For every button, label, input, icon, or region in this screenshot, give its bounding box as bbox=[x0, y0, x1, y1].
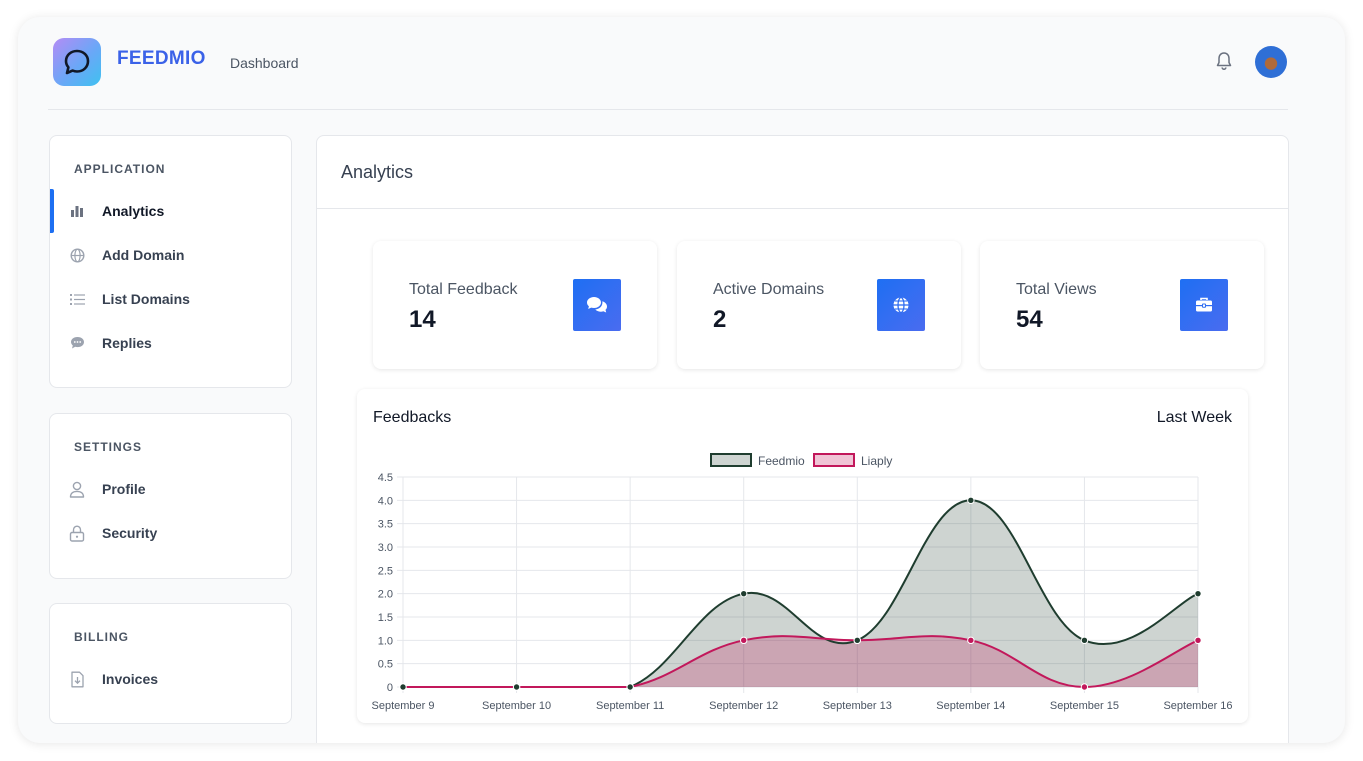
stat-card-active-domains: Active Domains 2 bbox=[677, 241, 961, 369]
series-line-liaply bbox=[402, 635, 1199, 689]
divider bbox=[317, 208, 1288, 209]
chat-bubble-icon bbox=[69, 335, 85, 351]
data-point-feedmio bbox=[853, 636, 861, 645]
sidebar-item-label: Replies bbox=[102, 335, 152, 351]
legend-label: Feedmio bbox=[758, 454, 805, 468]
data-point-feedmio bbox=[740, 589, 748, 598]
stat-value: 14 bbox=[409, 306, 436, 333]
legend-label: Liaply bbox=[861, 454, 892, 468]
user-avatar[interactable] bbox=[1255, 46, 1287, 78]
data-point-feedmio bbox=[1194, 589, 1202, 598]
x-tick-label: September 13 bbox=[823, 700, 892, 712]
sidebar-item-analytics[interactable]: Analytics bbox=[50, 189, 291, 233]
stat-value: 54 bbox=[1016, 306, 1043, 333]
x-tick-label: September 15 bbox=[1050, 700, 1119, 712]
stat-card-total-views: Total Views 54 bbox=[980, 241, 1264, 369]
toolbox-icon bbox=[1180, 279, 1228, 331]
chart-range-selector[interactable]: Last Week bbox=[1156, 409, 1232, 426]
sidebar-settings-panel: SETTINGS Profile Security bbox=[49, 413, 292, 579]
x-tick-label: September 16 bbox=[1163, 700, 1232, 712]
sidebar-item-list-domains[interactable]: List Domains bbox=[50, 281, 291, 317]
y-tick-label: 1.0 bbox=[378, 635, 393, 647]
top-header: FEEDMIO Dashboard bbox=[48, 17, 1288, 110]
y-tick-label: 1.5 bbox=[378, 612, 393, 624]
section-title-application: APPLICATION bbox=[74, 162, 166, 176]
section-title-billing: BILLING bbox=[74, 630, 129, 644]
stat-card-total-feedback: Total Feedback 14 bbox=[373, 241, 657, 369]
stat-label: Total Views bbox=[1016, 281, 1097, 298]
y-tick-label: 3.0 bbox=[378, 542, 393, 554]
chat-bubbles-icon bbox=[573, 279, 621, 331]
sidebar-item-label: Add Domain bbox=[102, 247, 185, 263]
sidebar-item-security[interactable]: Security bbox=[50, 515, 291, 551]
sidebar-item-label: Profile bbox=[102, 481, 146, 497]
data-point-feedmio bbox=[967, 496, 975, 505]
data-point-feedmio bbox=[399, 683, 407, 691]
feedbacks-chart: 0 0.5 1.0 1.5 2.0 2.5 3.0 3.5 4.0 4.5 September 9 S… bbox=[372, 453, 1233, 712]
x-tick-label: September 9 bbox=[372, 700, 435, 712]
y-tick-label: 2.5 bbox=[378, 565, 393, 577]
y-tick-label: 4.5 bbox=[378, 472, 393, 484]
sidebar-item-invoices[interactable]: Invoices bbox=[50, 661, 291, 697]
sidebar-item-label: Invoices bbox=[102, 671, 159, 687]
legend-swatch-feedmio bbox=[710, 453, 752, 467]
y-tick-label: 0.5 bbox=[378, 659, 393, 671]
sidebar-item-label: Analytics bbox=[102, 203, 165, 219]
sidebar-billing-panel: BILLING Invoices bbox=[49, 603, 292, 724]
data-point-feedmio bbox=[512, 683, 521, 691]
data-point-liaply bbox=[967, 636, 975, 645]
globe-icon bbox=[69, 247, 85, 263]
page-title: Analytics bbox=[341, 162, 414, 182]
bell-icon[interactable] bbox=[1213, 50, 1235, 72]
x-tick-label: September 12 bbox=[709, 700, 778, 712]
globe-icon bbox=[877, 279, 925, 331]
series-area-feedmio bbox=[403, 500, 1198, 687]
brand-name[interactable]: FEEDMIO bbox=[117, 48, 206, 69]
nav-dashboard-link[interactable]: Dashboard bbox=[230, 55, 299, 71]
invoice-icon bbox=[69, 671, 85, 687]
stat-label: Total Feedback bbox=[409, 281, 518, 298]
feedbacks-chart-card: Feedbacks Last Week 0 0.5 1.0 1.5 2.0 2.5 3.0 3… bbox=[357, 389, 1248, 723]
x-tick-label: September 10 bbox=[482, 700, 551, 712]
list-icon bbox=[69, 291, 85, 307]
chart-title: Feedbacks bbox=[373, 409, 452, 426]
active-indicator bbox=[50, 189, 54, 233]
analytics-panel: Analytics Total Feedback 14 Active Domai… bbox=[316, 135, 1289, 743]
bar-chart-icon bbox=[69, 203, 85, 219]
sidebar-application-panel: APPLICATION Analytics Add Domain List Do… bbox=[49, 135, 292, 388]
x-tick-label: September 14 bbox=[936, 700, 1005, 712]
data-point-feedmio bbox=[626, 683, 634, 691]
series-area-liaply bbox=[403, 636, 1198, 687]
sidebar-item-add-domain[interactable]: Add Domain bbox=[50, 237, 291, 273]
legend-swatch-liaply bbox=[813, 453, 855, 467]
y-tick-label: 2.0 bbox=[378, 589, 393, 601]
user-icon bbox=[69, 481, 85, 498]
lock-icon bbox=[69, 524, 85, 542]
stat-value: 2 bbox=[713, 306, 727, 333]
data-point-feedmio bbox=[1080, 636, 1089, 645]
y-tick-label: 0 bbox=[387, 682, 393, 694]
data-point-liaply bbox=[1194, 636, 1202, 645]
y-tick-label: 3.5 bbox=[378, 519, 393, 531]
section-title-settings: SETTINGS bbox=[74, 440, 143, 454]
data-point-liaply bbox=[740, 636, 748, 645]
data-point-liaply bbox=[1080, 683, 1089, 691]
sidebar-item-profile[interactable]: Profile bbox=[50, 471, 291, 507]
y-tick-label: 4.0 bbox=[378, 495, 393, 507]
x-tick-label: September 11 bbox=[596, 700, 664, 712]
stat-label: Active Domains bbox=[713, 281, 825, 298]
sidebar-item-replies[interactable]: Replies bbox=[50, 325, 291, 361]
sidebar-item-label: Security bbox=[102, 525, 158, 541]
feedmio-logo-icon[interactable] bbox=[53, 38, 101, 86]
app-window: FEEDMIO Dashboard APPLICATION Analytics … bbox=[18, 17, 1345, 743]
sidebar-item-label: List Domains bbox=[102, 291, 190, 307]
